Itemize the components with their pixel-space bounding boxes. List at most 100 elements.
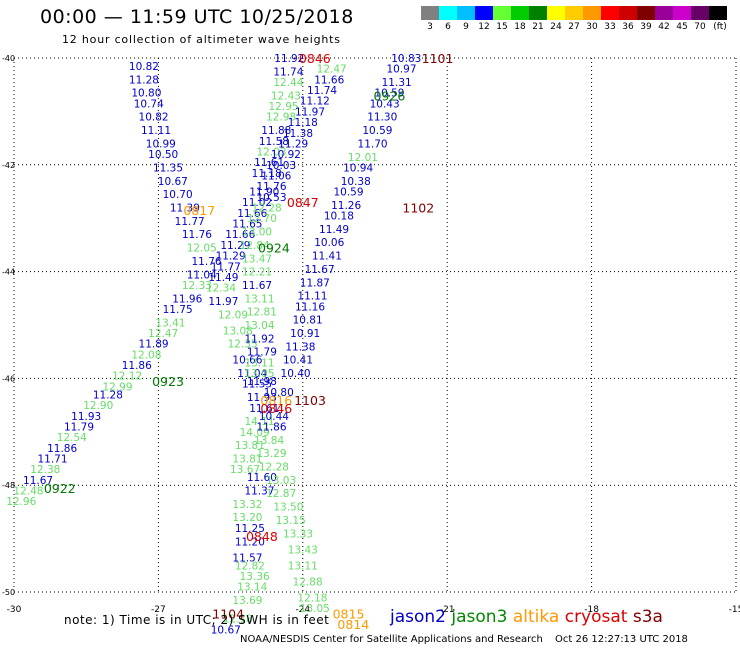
swh-value: 10.38 <box>341 176 371 188</box>
swh-value: 11.92 <box>274 53 304 65</box>
swh-value: 11.31 <box>382 77 412 89</box>
swh-value: 11.18 <box>288 117 318 129</box>
swh-value: 13.08 <box>223 325 253 337</box>
legend-label-5: 18 <box>514 22 526 32</box>
swh-value: 11.97 <box>208 296 238 308</box>
swh-value: 11.92 <box>244 333 274 345</box>
swh-value: 11.39 <box>170 203 200 215</box>
x-tick-label: -30 <box>7 605 22 615</box>
pass-time-label: 0923 <box>152 374 184 389</box>
pass-time-label: 0847 <box>287 195 319 210</box>
swh-value: 10.92 <box>271 149 301 161</box>
swh-value: 10.70 <box>163 189 193 201</box>
swh-value: 11.79 <box>247 347 277 359</box>
swh-value: 12.03 <box>256 146 286 158</box>
swh-value: 13.11 <box>244 293 274 305</box>
data-points: 11.9211.7412.4412.4312.9512.9811.8811.58… <box>6 53 421 636</box>
pass-time-label: 0846 <box>299 51 331 66</box>
swh-value: 13.04 <box>244 320 274 332</box>
swh-value: 12.96 <box>6 496 36 508</box>
swh-value: 11.11 <box>297 291 327 303</box>
swh-value: 11.49 <box>319 224 349 236</box>
color-legend-labels: 3 6 9 12 15 18 21 24 27 30 33 36 39 42 45 70 (ft) <box>421 22 731 32</box>
swh-value: 11.18 <box>252 168 282 180</box>
swh-value: 11.11 <box>141 125 171 137</box>
swh-value: 13.29 <box>256 448 286 460</box>
swh-value: 11.28 <box>93 389 123 401</box>
swh-value: 13.05 <box>244 368 274 380</box>
legend-label-1: 6 <box>445 22 451 32</box>
swh-value: 12.35 <box>228 339 258 351</box>
swh-value: 10.99 <box>146 138 176 150</box>
sat-legend-s3a: s3a <box>632 607 663 627</box>
legend-swatch-1 <box>439 6 457 20</box>
swh-value: 10.53 <box>256 192 286 204</box>
swh-value: 11.28 <box>129 74 159 86</box>
swh-value: 11.86 <box>47 443 77 455</box>
swh-value: 13.36 <box>240 571 270 583</box>
swh-value: 13.00 <box>242 227 272 239</box>
x-tick-label: -24 <box>295 605 310 615</box>
map-grid <box>13 57 737 593</box>
swh-value: 11.61 <box>254 157 284 169</box>
legend-swatch-11 <box>619 6 637 20</box>
swh-value: 11.06 <box>261 170 291 182</box>
legend-label-0: 3 <box>427 22 433 32</box>
swh-value: 11.67 <box>242 280 272 292</box>
swh-value: 10.83 <box>391 53 421 65</box>
x-tick-label: -21 <box>440 605 455 615</box>
swh-value: 12.08 <box>131 349 161 361</box>
swh-value: 13.47 <box>242 253 272 265</box>
swh-value: 12.48 <box>13 486 43 498</box>
legend-swatch-8 <box>565 6 583 20</box>
swh-value: 11.75 <box>163 304 193 316</box>
swh-value: 10.67 <box>211 624 241 636</box>
swh-value: 11.29 <box>216 251 246 263</box>
swh-value: 12.82 <box>235 560 265 572</box>
legend-label-11: 36 <box>622 22 634 32</box>
y-tick-label: -42 <box>2 161 15 170</box>
swh-value: 12.38 <box>30 464 60 476</box>
pass-time-label: 0924 <box>258 241 290 256</box>
swh-value: 12.28 <box>252 203 282 215</box>
footer-note: note: 1) Time is in UTC; 2) SWH is in fe… <box>64 613 330 627</box>
swh-value: 11.29 <box>278 138 308 150</box>
swh-value: 11.66 <box>237 208 267 220</box>
swh-value: 11.35 <box>153 162 183 174</box>
swh-value: 12.84 <box>240 240 270 252</box>
swh-value: 13.41 <box>155 317 185 329</box>
swh-value: 13.33 <box>283 528 313 540</box>
y-tick-label: -48 <box>2 481 15 490</box>
swh-value: 11.89 <box>139 339 169 351</box>
pass-time-label: 0848 <box>246 529 278 544</box>
swh-value: 11.25 <box>235 523 265 535</box>
swh-value: 12.44 <box>273 77 303 89</box>
swh-value: 11.66 <box>225 229 255 241</box>
legend-swatch-15 <box>691 6 709 20</box>
swh-value: 11.76 <box>182 229 212 241</box>
pass-time-label: 0817 <box>183 203 215 218</box>
color-legend-bar <box>421 6 727 20</box>
sat-legend-cryosat: cryosat <box>564 607 633 627</box>
legend-swatch-10 <box>601 6 619 20</box>
swh-value: 11.67 <box>305 264 335 276</box>
swh-value: 12.12 <box>112 371 142 383</box>
swh-value: 11.93 <box>71 411 101 423</box>
x-tick-label: -18 <box>584 605 599 615</box>
swh-value: 13.69 <box>232 595 262 607</box>
sat-legend-jason3: jason3 <box>451 607 513 627</box>
swh-value: 11.12 <box>300 96 330 108</box>
swh-value: 11.55 <box>242 379 272 391</box>
swh-value: 11.29 <box>220 240 250 252</box>
swh-value: 12.21 <box>242 267 272 279</box>
legend-swatch-16 <box>709 6 727 20</box>
legend-label-14: 45 <box>676 22 688 32</box>
swh-value: 11.57 <box>232 552 262 564</box>
pass-time-label: 1102 <box>402 201 434 216</box>
legend-swatch-14 <box>673 6 691 20</box>
page-subtitle: 12 hour collection of altimeter wave hei… <box>62 33 341 46</box>
swh-value: 13.84 <box>254 435 284 447</box>
swh-value: 10.82 <box>139 112 169 124</box>
swh-value: 10.50 <box>148 149 178 161</box>
swh-value: 10.44 <box>259 411 289 423</box>
